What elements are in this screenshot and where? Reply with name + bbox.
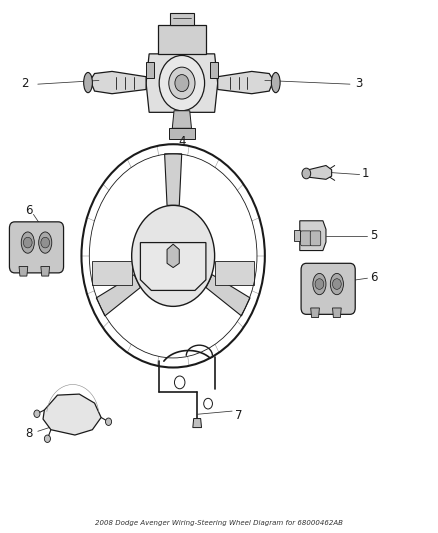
Polygon shape bbox=[172, 111, 191, 128]
Circle shape bbox=[44, 435, 50, 442]
Text: 2008 Dodge Avenger Wiring-Steering Wheel Diagram for 68000462AB: 2008 Dodge Avenger Wiring-Steering Wheel… bbox=[95, 520, 343, 526]
Polygon shape bbox=[193, 418, 201, 427]
Polygon shape bbox=[169, 128, 195, 139]
Circle shape bbox=[175, 75, 189, 92]
Polygon shape bbox=[332, 308, 341, 318]
Circle shape bbox=[174, 376, 185, 389]
Polygon shape bbox=[300, 221, 326, 251]
Polygon shape bbox=[96, 274, 140, 316]
Polygon shape bbox=[41, 266, 49, 276]
Polygon shape bbox=[294, 230, 300, 241]
FancyBboxPatch shape bbox=[10, 222, 64, 273]
Circle shape bbox=[302, 168, 311, 179]
Text: 8: 8 bbox=[25, 427, 33, 440]
Polygon shape bbox=[215, 261, 254, 285]
Polygon shape bbox=[146, 62, 153, 78]
Text: 4: 4 bbox=[178, 135, 186, 148]
Circle shape bbox=[106, 418, 112, 425]
Ellipse shape bbox=[39, 232, 52, 253]
Ellipse shape bbox=[21, 232, 34, 253]
Ellipse shape bbox=[272, 72, 280, 93]
Ellipse shape bbox=[84, 72, 92, 93]
Circle shape bbox=[23, 237, 32, 248]
Polygon shape bbox=[170, 13, 194, 25]
Polygon shape bbox=[90, 71, 146, 94]
Circle shape bbox=[159, 55, 205, 111]
Polygon shape bbox=[43, 394, 101, 435]
Polygon shape bbox=[19, 266, 28, 276]
Text: vol: vol bbox=[187, 248, 193, 253]
Polygon shape bbox=[158, 25, 206, 54]
FancyBboxPatch shape bbox=[301, 263, 355, 314]
Circle shape bbox=[169, 67, 195, 99]
Text: 5: 5 bbox=[370, 229, 378, 242]
Polygon shape bbox=[165, 154, 182, 205]
Circle shape bbox=[132, 205, 215, 306]
Circle shape bbox=[204, 398, 212, 409]
FancyBboxPatch shape bbox=[310, 231, 321, 246]
Circle shape bbox=[332, 279, 341, 289]
Text: 1: 1 bbox=[361, 167, 369, 180]
Text: 3: 3 bbox=[355, 77, 362, 90]
Text: 2: 2 bbox=[21, 77, 28, 90]
Polygon shape bbox=[218, 71, 274, 94]
Text: 6: 6 bbox=[370, 271, 378, 284]
Polygon shape bbox=[206, 274, 250, 316]
Polygon shape bbox=[167, 244, 179, 268]
Text: tune: tune bbox=[152, 248, 161, 253]
Polygon shape bbox=[92, 261, 132, 285]
Polygon shape bbox=[311, 308, 319, 318]
Circle shape bbox=[41, 237, 49, 248]
FancyBboxPatch shape bbox=[300, 231, 311, 246]
Circle shape bbox=[34, 410, 40, 417]
Polygon shape bbox=[308, 165, 332, 179]
Polygon shape bbox=[141, 243, 206, 290]
Polygon shape bbox=[146, 54, 218, 112]
Ellipse shape bbox=[330, 273, 343, 295]
Ellipse shape bbox=[313, 273, 326, 295]
Text: 6: 6 bbox=[25, 204, 33, 217]
Text: 7: 7 bbox=[235, 409, 242, 422]
Polygon shape bbox=[210, 62, 218, 78]
Circle shape bbox=[315, 279, 324, 289]
